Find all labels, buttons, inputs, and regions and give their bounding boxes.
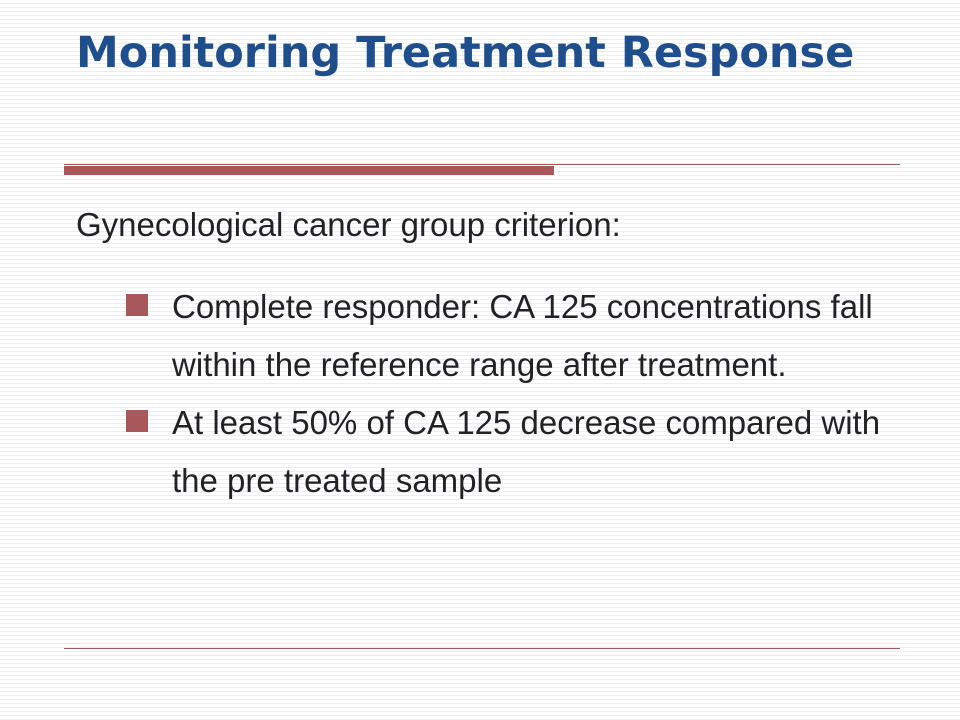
title-divider-line bbox=[64, 164, 900, 165]
bullet-list: Complete responder: CA 125 concentration… bbox=[126, 278, 916, 510]
bullet-item-fifty-percent-decrease: At least 50% of CA 125 decrease compared… bbox=[126, 394, 916, 510]
bullet-text: Complete responder: CA 125 concentration… bbox=[172, 288, 873, 383]
square-bullet-icon bbox=[126, 410, 148, 432]
footer-divider-line bbox=[64, 648, 900, 649]
slide-title: Monitoring Treatment Response bbox=[76, 28, 855, 78]
bullet-text: At least 50% of CA 125 decrease compared… bbox=[172, 404, 881, 499]
title-accent-bar bbox=[64, 166, 554, 175]
bullet-item-complete-responder: Complete responder: CA 125 concentration… bbox=[126, 278, 916, 394]
square-bullet-icon bbox=[126, 294, 148, 316]
intro-text: Gynecological cancer group criterion: bbox=[76, 206, 621, 243]
